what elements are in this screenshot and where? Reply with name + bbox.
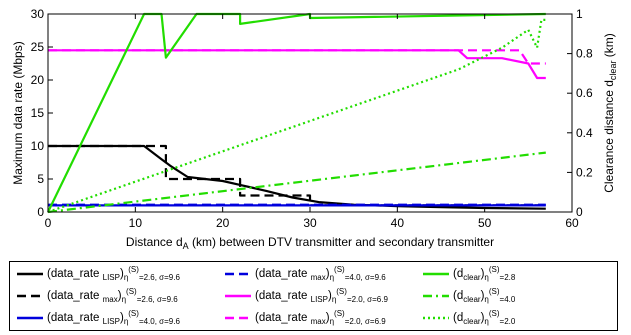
legend-label: (data_rate LISP)η(S)=2.0, σ=6.9: [255, 287, 388, 305]
y-right-tick-label: 0: [576, 205, 583, 219]
legend-item: (dclear)η(S)=2.8: [422, 263, 515, 285]
y-left-axis-label: Maximum data rate (Mbps): [11, 41, 25, 184]
legend-item: (data_rate max)η(S)=4.0, σ=9.6: [224, 263, 386, 285]
legend-item: (dclear)η(S)=2.0: [422, 307, 515, 329]
legend-item: (dclear)η(S)=4.0: [422, 285, 515, 307]
x-tick-label: 10: [129, 216, 143, 230]
legend: (data_rate LISP)η(S)=2.6, σ=9.6 (data_rat…: [9, 261, 618, 331]
legend-line-swatch: [423, 272, 449, 276]
series-layer: [47, 12, 546, 214]
y-left-tick-label: 20: [31, 73, 45, 87]
y-left-tick-label: 10: [31, 139, 45, 153]
legend-line-swatch: [423, 316, 449, 320]
legend-item: (data_rate max)η(S)=2.6, σ=9.6: [16, 285, 178, 307]
series-line-8: [47, 151, 546, 214]
x-tick-label: 40: [391, 216, 405, 230]
plot-frame: [47, 13, 573, 213]
legend-line-swatch: [17, 316, 43, 320]
y-right-tick-label: 0.8: [576, 47, 593, 61]
x-axis-label-post: (km) between DTV transmitter and seconda…: [189, 235, 494, 249]
y-left-tick-label: 30: [31, 7, 45, 21]
y-right-tick-label: 0.6: [576, 86, 593, 100]
legend-label: (data_rate LISP)η(S)=2.6, σ=9.6: [47, 265, 180, 283]
legend-label: (data_rate max)η(S)=2.6, σ=9.6: [47, 287, 178, 305]
series-line-2: [48, 144, 546, 207]
x-tick-label: 0: [45, 216, 52, 230]
legend-item: (data_rate max)η(S)=2.0, σ=6.9: [224, 307, 386, 329]
legend-line-swatch: [423, 294, 449, 298]
legend-item: (data_rate LISP)η(S)=2.6, σ=9.6: [16, 263, 180, 285]
legend-line-swatch: [225, 272, 251, 276]
x-axis-label-sub: A: [183, 241, 189, 251]
legend-item: (data_rate LISP)η(S)=2.0, σ=6.9: [224, 285, 388, 307]
x-tick-label: 20: [216, 216, 230, 230]
x-axis-label: Distance dA (km) between DTV transmitter…: [126, 235, 494, 251]
y-right-tick-label: 1: [576, 7, 583, 21]
legend-line-swatch: [225, 316, 251, 320]
y-right-tick-label: 0.2: [576, 165, 593, 179]
y-left-tick-label: 0: [37, 205, 44, 219]
legend-label: (dclear)η(S)=2.8: [453, 265, 516, 283]
legend-label: (data_rate max)η(S)=2.0, σ=6.9: [255, 309, 386, 327]
y-right-tick-label: 0.4: [576, 126, 593, 140]
y-right-axis-label-post: (km): [602, 33, 616, 60]
legend-line-swatch: [17, 294, 43, 298]
y-right-axis-label-main: Clearance distance d: [602, 80, 616, 193]
series-line-5: [48, 49, 546, 80]
chart: 0 10 20 30 40 50 6005101520253000.20.40.60.81 …: [11, 7, 618, 251]
legend-line-swatch: [225, 294, 251, 298]
legend-label: (dclear)η(S)=2.0: [453, 309, 516, 327]
series-line-1: [48, 144, 546, 210]
legend-label: (data_rate LISP)η(S)=4.0, σ=9.6: [47, 309, 180, 327]
y-left-tick-label: 25: [31, 40, 45, 54]
series-line-6: [48, 49, 546, 65]
y-right-axis-label-sub: clear: [608, 61, 618, 81]
y-left-tick-label: 5: [37, 172, 44, 186]
legend-label: (data_rate max)η(S)=4.0, σ=9.6: [255, 265, 386, 283]
x-axis-label-pre: Distance d: [126, 235, 183, 249]
legend-item: (data_rate LISP)η(S)=4.0, σ=9.6: [16, 307, 180, 329]
x-tick-label: 50: [478, 216, 492, 230]
x-tick-label: 30: [303, 216, 317, 230]
legend-line-swatch: [17, 272, 43, 276]
legend-label: (dclear)η(S)=4.0: [453, 287, 516, 305]
x-tick-label: 60: [565, 216, 579, 230]
y-right-axis-label: Clearance distance dclear (km): [602, 33, 618, 193]
y-left-tick-label: 15: [31, 106, 45, 120]
